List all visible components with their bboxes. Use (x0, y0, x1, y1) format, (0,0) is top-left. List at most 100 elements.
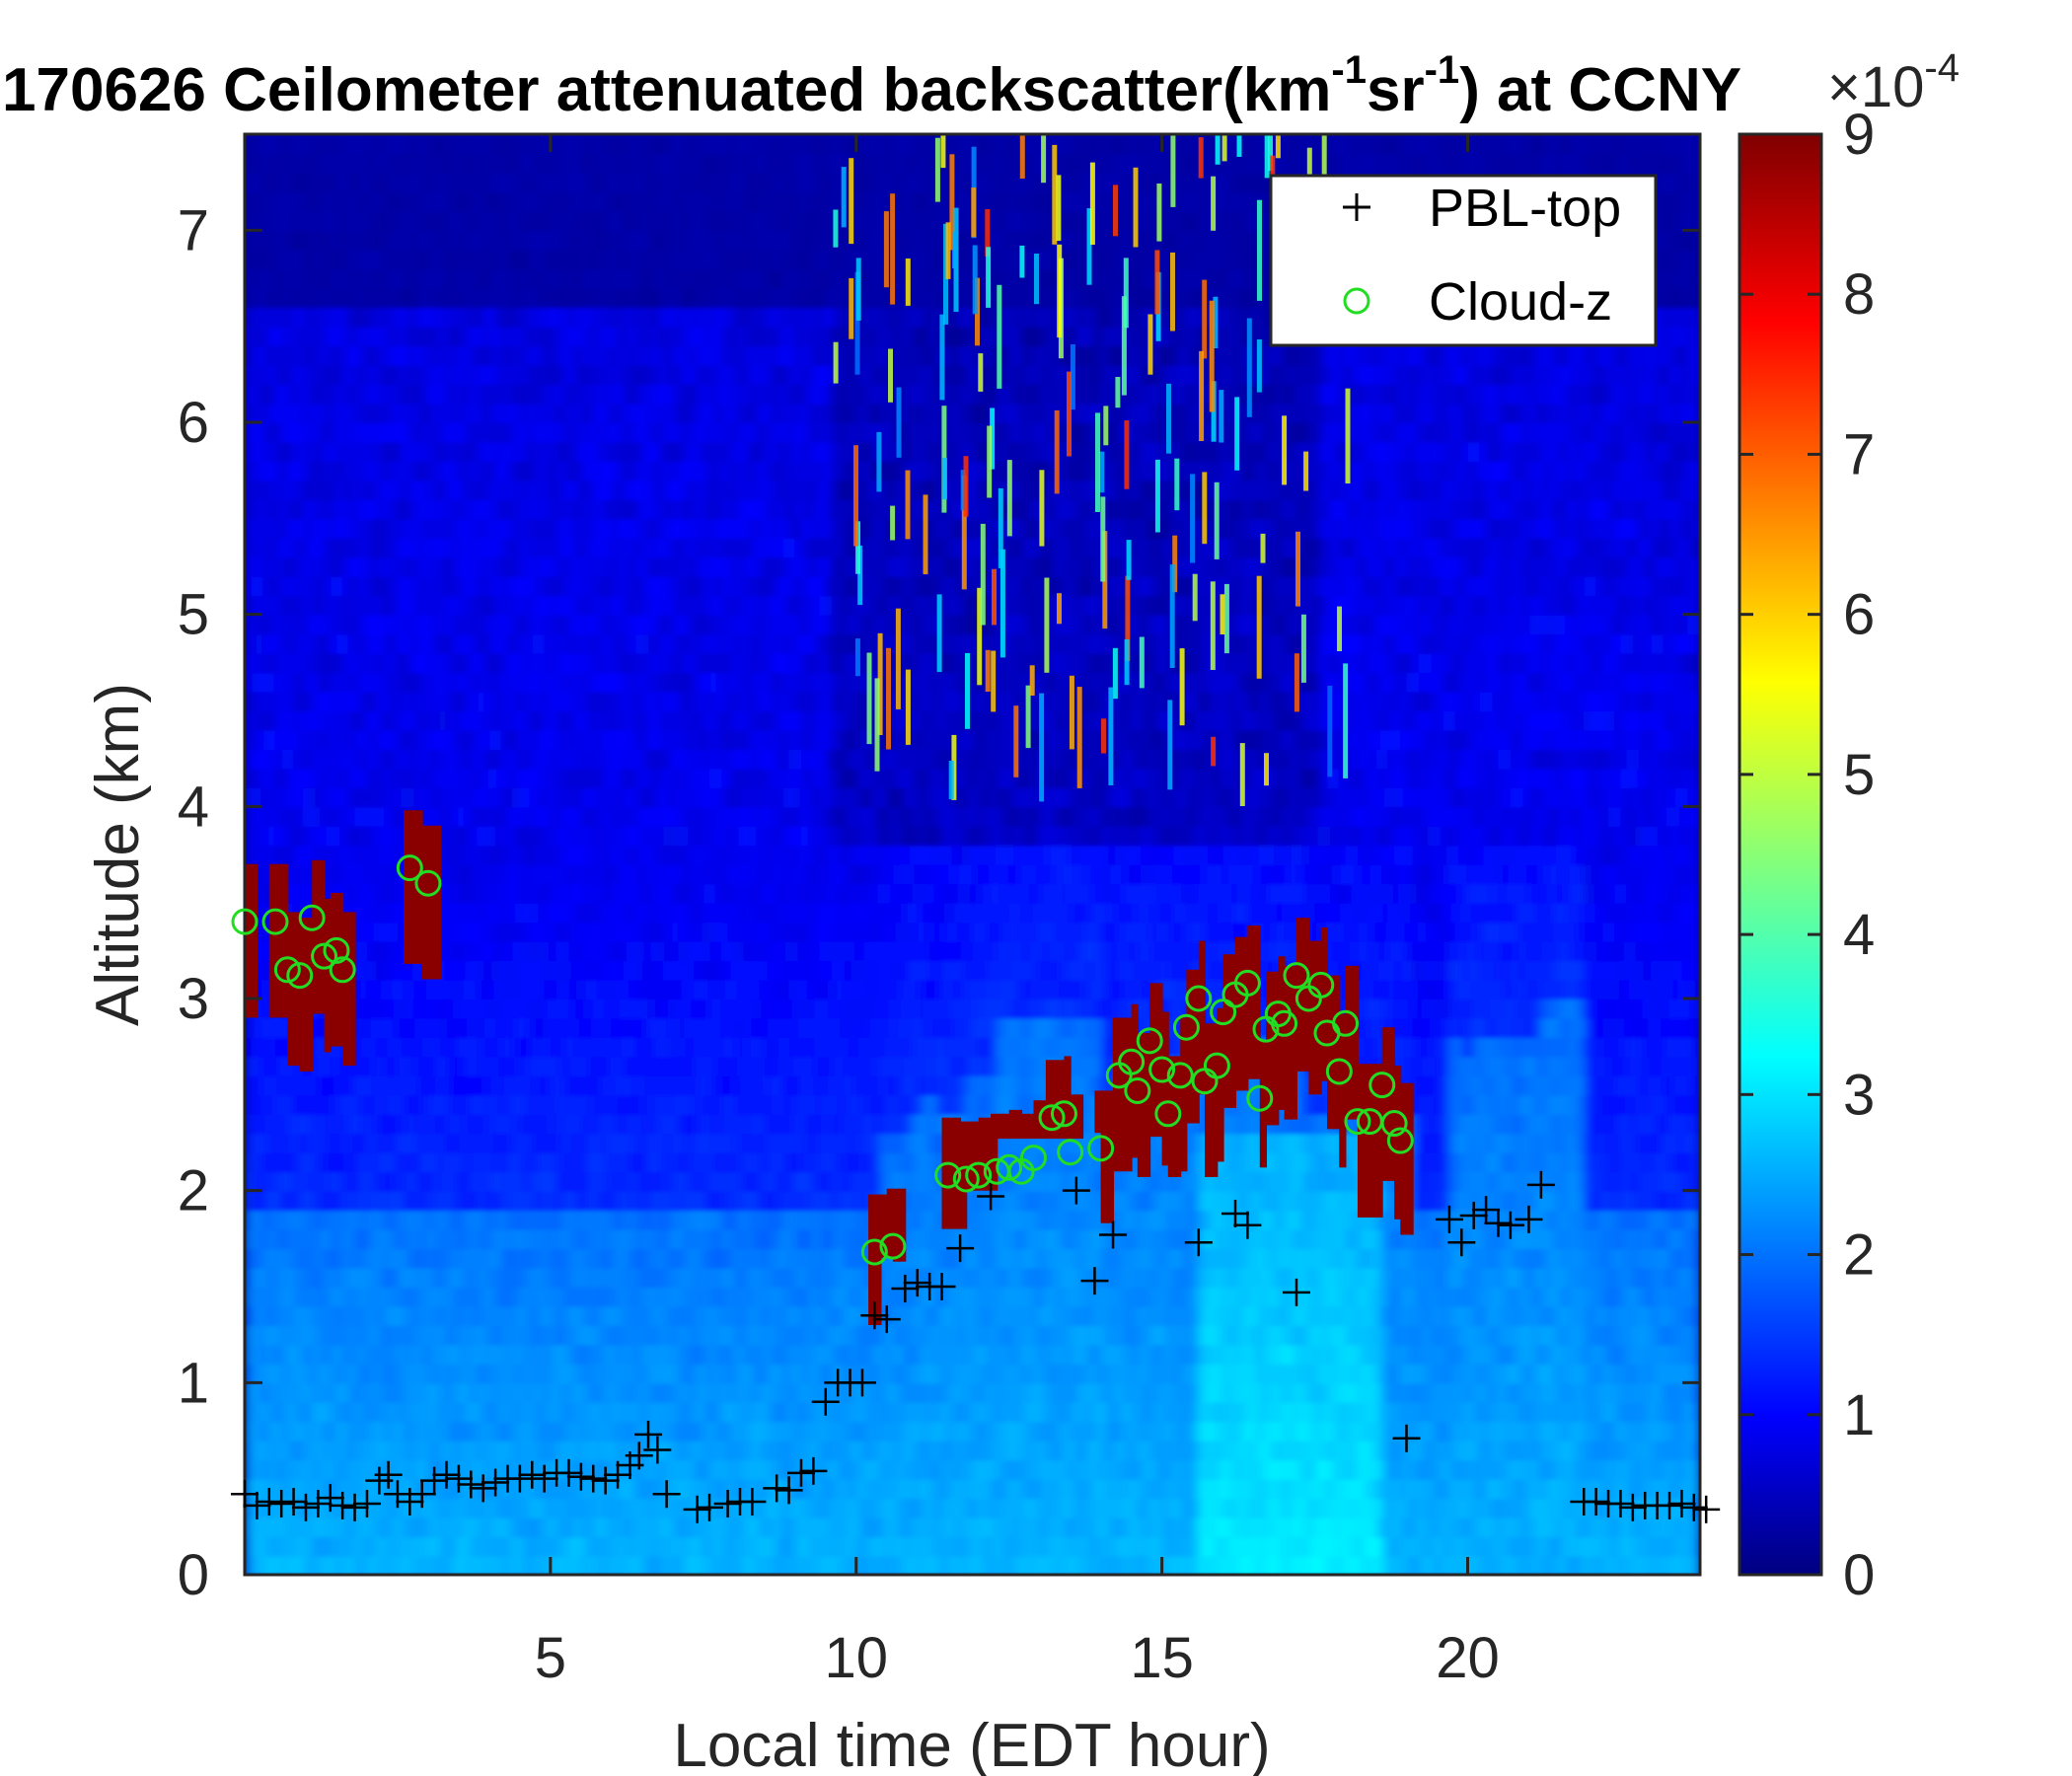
heatmap-cell (618, 575, 626, 597)
heatmap-cell (587, 172, 595, 193)
heatmap-cell (385, 1113, 393, 1135)
heatmap-cell (415, 1171, 423, 1192)
heatmap-cell (293, 633, 301, 654)
heatmap-cell (409, 345, 417, 366)
heatmap-cell (348, 345, 356, 366)
heatmap-cell (245, 518, 253, 539)
heatmap-cell (379, 345, 387, 366)
heatmap-cell (477, 1133, 484, 1153)
heatmap-cell (635, 191, 643, 212)
heatmap-cell (360, 902, 368, 924)
heatmap-cell (397, 345, 406, 366)
heatmap-cell (513, 786, 521, 808)
heatmap-cell (404, 1267, 411, 1288)
heatmap-cell (360, 691, 368, 711)
heatmap-cell (501, 230, 509, 251)
heatmap-cell (641, 1459, 649, 1480)
heatmap-cell (605, 210, 613, 232)
heatmap-cell (268, 153, 276, 174)
heatmap-cell (257, 1421, 264, 1442)
heatmap-cell (299, 1382, 307, 1403)
heatmap-cell (635, 1036, 643, 1058)
heatmap-cell (330, 134, 337, 155)
heatmap-cell (544, 326, 552, 347)
heatmap-cell (593, 1536, 601, 1557)
heatmap-cell (312, 1228, 320, 1250)
heatmap-cell (360, 403, 368, 423)
heatmap-cell (587, 460, 595, 481)
heatmap-cell (391, 210, 399, 232)
heatmap-cell (385, 384, 393, 405)
heatmap-cell (599, 518, 607, 539)
heatmap-cell (318, 1036, 326, 1058)
heatmap-cell (629, 1536, 637, 1557)
heatmap-cell (556, 1363, 564, 1384)
heatmap-cell (587, 902, 595, 924)
heatmap-cell (465, 210, 473, 232)
heatmap-cell (262, 1171, 270, 1192)
heatmap-cell (605, 1344, 613, 1365)
heatmap-cell (409, 595, 417, 616)
heatmap-cell (526, 1421, 534, 1442)
heatmap-cell (593, 1478, 601, 1500)
heatmap-cell (262, 403, 270, 423)
heatmap-cell (415, 172, 423, 193)
heatmap-cell (519, 1228, 528, 1250)
heatmap-cell (574, 1210, 582, 1230)
heatmap-cell (397, 518, 406, 539)
heatmap-cell (275, 1555, 283, 1575)
heatmap-cell (495, 1133, 503, 1153)
heatmap-cell (538, 1171, 546, 1192)
heatmap-cell (513, 1190, 521, 1212)
heatmap-cell (593, 902, 601, 924)
heatmap-cell (379, 1382, 387, 1403)
heatmap-cell (550, 1421, 558, 1442)
heatmap-cell (434, 364, 442, 386)
heatmap-cell (477, 249, 484, 270)
heatmap-cell (519, 825, 528, 847)
heatmap-cell (366, 1190, 375, 1212)
heatmap-cell (245, 460, 253, 481)
heatmap-cell (360, 883, 368, 904)
heatmap-cell (446, 1401, 454, 1423)
heatmap-cell (458, 460, 467, 481)
heatmap-cell (538, 1440, 546, 1461)
heatmap-smooth-layer (245, 134, 1700, 1575)
heatmap-cell (593, 345, 601, 366)
heatmap-cell (519, 863, 528, 885)
heatmap-cell (501, 1248, 509, 1269)
heatmap-cell (556, 307, 564, 328)
heatmap-cell (452, 1113, 460, 1135)
heatmap-cell (488, 1555, 497, 1575)
heatmap-cell (318, 403, 326, 423)
heatmap-cell (245, 806, 253, 827)
heatmap-cell (635, 1344, 643, 1365)
heatmap-cell (599, 595, 607, 616)
heatmap-cell (568, 595, 576, 616)
heatmap-cell (318, 287, 326, 309)
heatmap-cell (465, 786, 473, 808)
heatmap-cell (605, 1401, 613, 1423)
heatmap-cell (458, 556, 467, 577)
heatmap-cell (526, 922, 534, 942)
heatmap-cell (366, 1017, 375, 1038)
heatmap-cell (440, 1151, 448, 1173)
heatmap-cell (354, 307, 362, 328)
heatmap-cell (568, 249, 576, 270)
heatmap-cell (385, 1094, 393, 1115)
heatmap-cell (385, 1151, 393, 1173)
heatmap-cell (268, 1517, 276, 1538)
heatmap-cell (299, 710, 307, 731)
heatmap-cell (257, 922, 264, 942)
heatmap-cell (251, 364, 259, 386)
heatmap-cell (385, 652, 393, 674)
heatmap-cell (593, 230, 601, 251)
heatmap-cell (544, 940, 552, 962)
heatmap-cell (641, 748, 649, 770)
heatmap-cell (342, 1305, 350, 1326)
heatmap-cell (477, 940, 484, 962)
heatmap-cell (611, 1536, 619, 1557)
heatmap-cell (507, 940, 515, 962)
heatmap-cell (373, 1074, 381, 1096)
heatmap-cell (293, 287, 301, 309)
